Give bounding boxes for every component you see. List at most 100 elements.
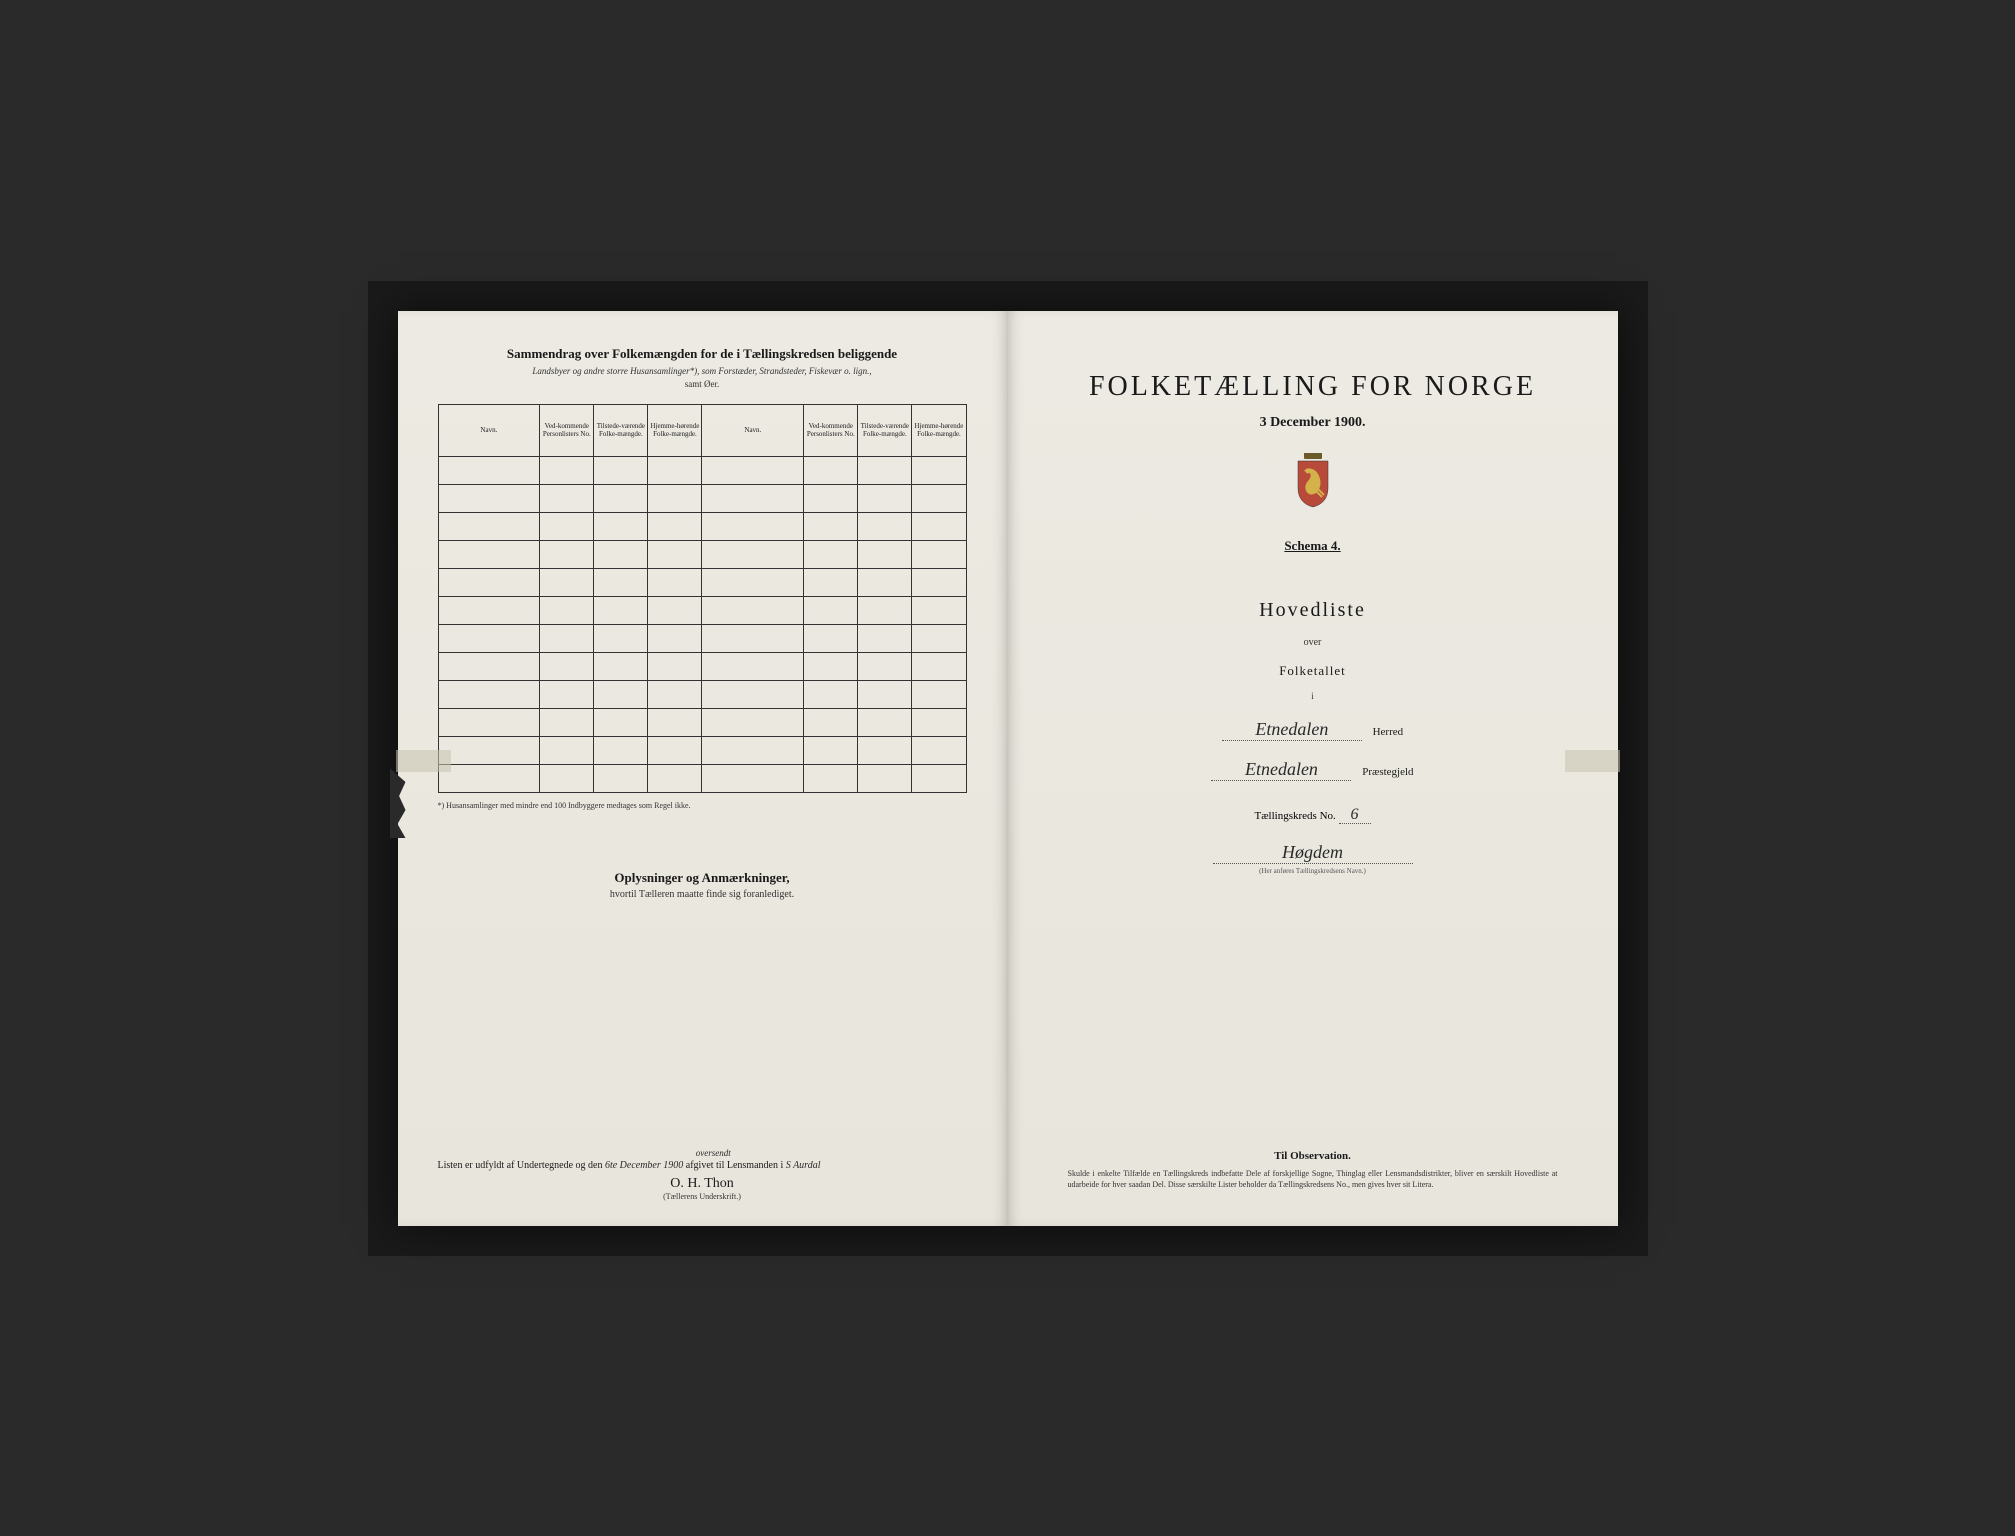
table-cell bbox=[858, 540, 912, 568]
signature-block: O. H. Thon (Tællerens Underskrift.) bbox=[398, 1176, 1007, 1201]
table-cell bbox=[912, 708, 966, 736]
table-cell bbox=[858, 596, 912, 624]
table-cell bbox=[648, 624, 702, 652]
table-cell bbox=[858, 484, 912, 512]
table-cell bbox=[540, 736, 594, 764]
table-cell bbox=[858, 568, 912, 596]
table-cell bbox=[594, 484, 648, 512]
kreds-number-row: Tællingskreds No. 6 bbox=[1048, 806, 1578, 824]
table-row bbox=[438, 680, 966, 708]
table-cell bbox=[438, 736, 540, 764]
table-cell bbox=[438, 680, 540, 708]
praestegjeld-value: Etnedalen bbox=[1211, 759, 1351, 781]
remarks-section: Oplysninger og Anmærkninger, hvortil Tæl… bbox=[438, 870, 967, 900]
statement-date: 6te December 1900 bbox=[605, 1160, 683, 1171]
table-row bbox=[438, 708, 966, 736]
table-cell bbox=[858, 736, 912, 764]
table-cell bbox=[804, 652, 858, 680]
table-cell bbox=[912, 512, 966, 540]
table-cell bbox=[702, 652, 804, 680]
remarks-title: Oplysninger og Anmærkninger, bbox=[438, 870, 967, 886]
table-cell bbox=[594, 736, 648, 764]
table-row bbox=[438, 652, 966, 680]
observation-section: Til Observation. Skulde i enkelte Tilfæl… bbox=[1068, 1150, 1558, 1190]
table-cell bbox=[648, 540, 702, 568]
statement-mid: afgivet til Lensmanden i bbox=[686, 1160, 786, 1171]
table-cell bbox=[438, 540, 540, 568]
table-row bbox=[438, 736, 966, 764]
table-row bbox=[438, 484, 966, 512]
remarks-subtitle: hvortil Tælleren maatte finde sig foranl… bbox=[438, 889, 967, 900]
table-cell bbox=[804, 540, 858, 568]
statement-annotation: oversendt bbox=[696, 1148, 731, 1158]
table-cell bbox=[540, 764, 594, 792]
table-row bbox=[438, 624, 966, 652]
table-cell bbox=[702, 568, 804, 596]
table-cell bbox=[648, 652, 702, 680]
schema-label: Schema 4. bbox=[1048, 538, 1578, 554]
col-vedkom-2: Ved-kommende Personlisters No. bbox=[804, 404, 858, 456]
table-cell bbox=[804, 624, 858, 652]
table-cell bbox=[912, 680, 966, 708]
table-cell bbox=[912, 568, 966, 596]
table-cell bbox=[594, 596, 648, 624]
kreds-no-label: Tællingskreds No. bbox=[1254, 810, 1335, 822]
table-cell bbox=[648, 596, 702, 624]
table-cell bbox=[438, 568, 540, 596]
table-cell bbox=[804, 764, 858, 792]
left-page-subtitle: Landsbyer og andre storre Husansamlinger… bbox=[438, 366, 967, 376]
tape-mark bbox=[396, 750, 451, 772]
table-cell bbox=[540, 484, 594, 512]
table-cell bbox=[804, 484, 858, 512]
table-cell bbox=[858, 512, 912, 540]
table-cell bbox=[804, 680, 858, 708]
census-summary-table: Navn. Ved-kommende Personlisters No. Til… bbox=[438, 404, 967, 793]
table-cell bbox=[702, 680, 804, 708]
kreds-name-row: Høgdem bbox=[1048, 842, 1578, 864]
signature: O. H. Thon bbox=[398, 1176, 1007, 1192]
table-cell bbox=[702, 624, 804, 652]
right-page: FOLKETÆLLING FOR NORGE 3 December 1900. … bbox=[1008, 311, 1618, 1226]
table-cell bbox=[804, 708, 858, 736]
col-vedkom-1: Ved-kommende Personlisters No. bbox=[540, 404, 594, 456]
table-cell bbox=[804, 596, 858, 624]
col-navn-2: Navn. bbox=[702, 404, 804, 456]
table-cell bbox=[594, 708, 648, 736]
herred-field: Etnedalen Herred bbox=[1048, 719, 1578, 741]
table-cell bbox=[540, 568, 594, 596]
table-cell bbox=[858, 680, 912, 708]
table-cell bbox=[804, 456, 858, 484]
col-hjemme-1: Hjemme-hørende Folke-mængde. bbox=[648, 404, 702, 456]
tape-mark bbox=[1565, 750, 1620, 772]
table-cell bbox=[702, 708, 804, 736]
kreds-name-value: Høgdem bbox=[1213, 842, 1413, 864]
table-cell bbox=[702, 484, 804, 512]
table-cell bbox=[702, 456, 804, 484]
hovedliste-heading: Hovedliste bbox=[1048, 599, 1578, 622]
kreds-no-value: 6 bbox=[1339, 806, 1371, 824]
table-cell bbox=[648, 680, 702, 708]
table-cell bbox=[648, 708, 702, 736]
table-cell bbox=[594, 652, 648, 680]
table-cell bbox=[594, 624, 648, 652]
col-tilstede-1: Tilstede-værende Folke-mængde. bbox=[594, 404, 648, 456]
table-cell bbox=[648, 764, 702, 792]
census-main-title: FOLKETÆLLING FOR NORGE bbox=[1048, 371, 1578, 403]
signature-label: (Tællerens Underskrift.) bbox=[398, 1192, 1007, 1201]
table-cell bbox=[438, 596, 540, 624]
table-cell bbox=[438, 456, 540, 484]
table-row bbox=[438, 540, 966, 568]
table-cell bbox=[858, 764, 912, 792]
table-row bbox=[438, 512, 966, 540]
table-footnote: *) Husansamlinger med mindre end 100 Ind… bbox=[438, 801, 967, 810]
completion-statement: Listen er udfyldt af Undertegnede og den… bbox=[438, 1160, 967, 1171]
herred-label: Herred bbox=[1373, 726, 1404, 738]
table-cell bbox=[540, 596, 594, 624]
table-cell bbox=[912, 596, 966, 624]
table-cell bbox=[702, 596, 804, 624]
col-navn-1: Navn. bbox=[438, 404, 540, 456]
table-cell bbox=[648, 456, 702, 484]
table-cell bbox=[438, 652, 540, 680]
table-cell bbox=[540, 456, 594, 484]
page-spread: Sammendrag over Folkemængden for de i Tæ… bbox=[398, 311, 1618, 1226]
